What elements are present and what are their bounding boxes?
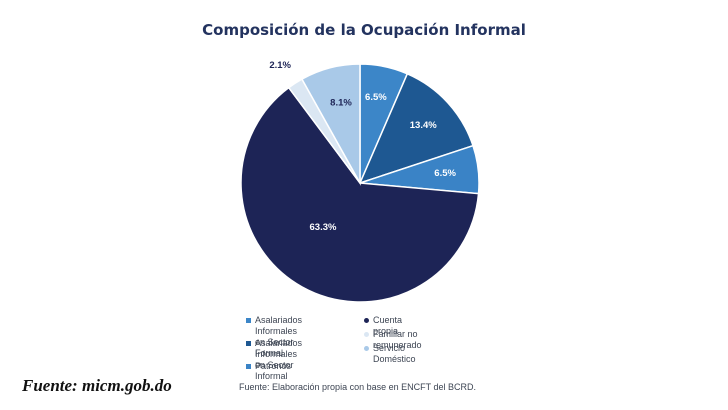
legend-item: Servicio Doméstico	[364, 343, 416, 365]
source-note: Fuente: Elaboración propia con base en E…	[239, 382, 476, 392]
slice-value-label: 8.1%	[330, 97, 352, 108]
chart-title: Composición de la Ocupación Informal	[202, 21, 526, 39]
legend-label: Servicio Doméstico	[373, 343, 416, 364]
legend-label: Patronos	[255, 361, 292, 371]
pie-slice	[300, 63, 361, 186]
legend-item: Cuenta propia	[364, 315, 402, 337]
legend-item: Asalariados Informales en Sector Informa…	[246, 338, 302, 382]
legend-label: Asalariados Informales en Sector Informa…	[255, 338, 303, 381]
legend-label: Familiar no remunerado	[373, 329, 422, 350]
legend-swatch	[364, 332, 369, 337]
legend-item: Asalariados Informales en Sector Formal	[246, 315, 302, 359]
legend-label: Asalariados Informales en Sector Formal	[255, 315, 303, 358]
legend-swatch	[364, 346, 369, 351]
slice-value-label: 63.3%	[310, 222, 337, 233]
legend-swatch	[246, 318, 251, 323]
legend-swatch	[246, 341, 251, 346]
slice-value-label: 13.4%	[410, 120, 437, 131]
slice-value-label: 6.5%	[434, 168, 456, 179]
legend-item: Familiar no remunerado	[364, 329, 422, 351]
pie-slice	[240, 86, 480, 303]
source-credit: Fuente: micm.gob.do	[22, 376, 172, 395]
legend-label: Cuenta propia	[373, 315, 403, 336]
legend-swatch	[246, 364, 251, 369]
pie-slice	[358, 72, 474, 185]
slice-value-label: 2.1%	[269, 60, 291, 71]
slice-value-label: 6.5%	[365, 92, 387, 103]
legend-item: Patronos	[246, 361, 291, 372]
legend-swatch	[364, 318, 369, 323]
